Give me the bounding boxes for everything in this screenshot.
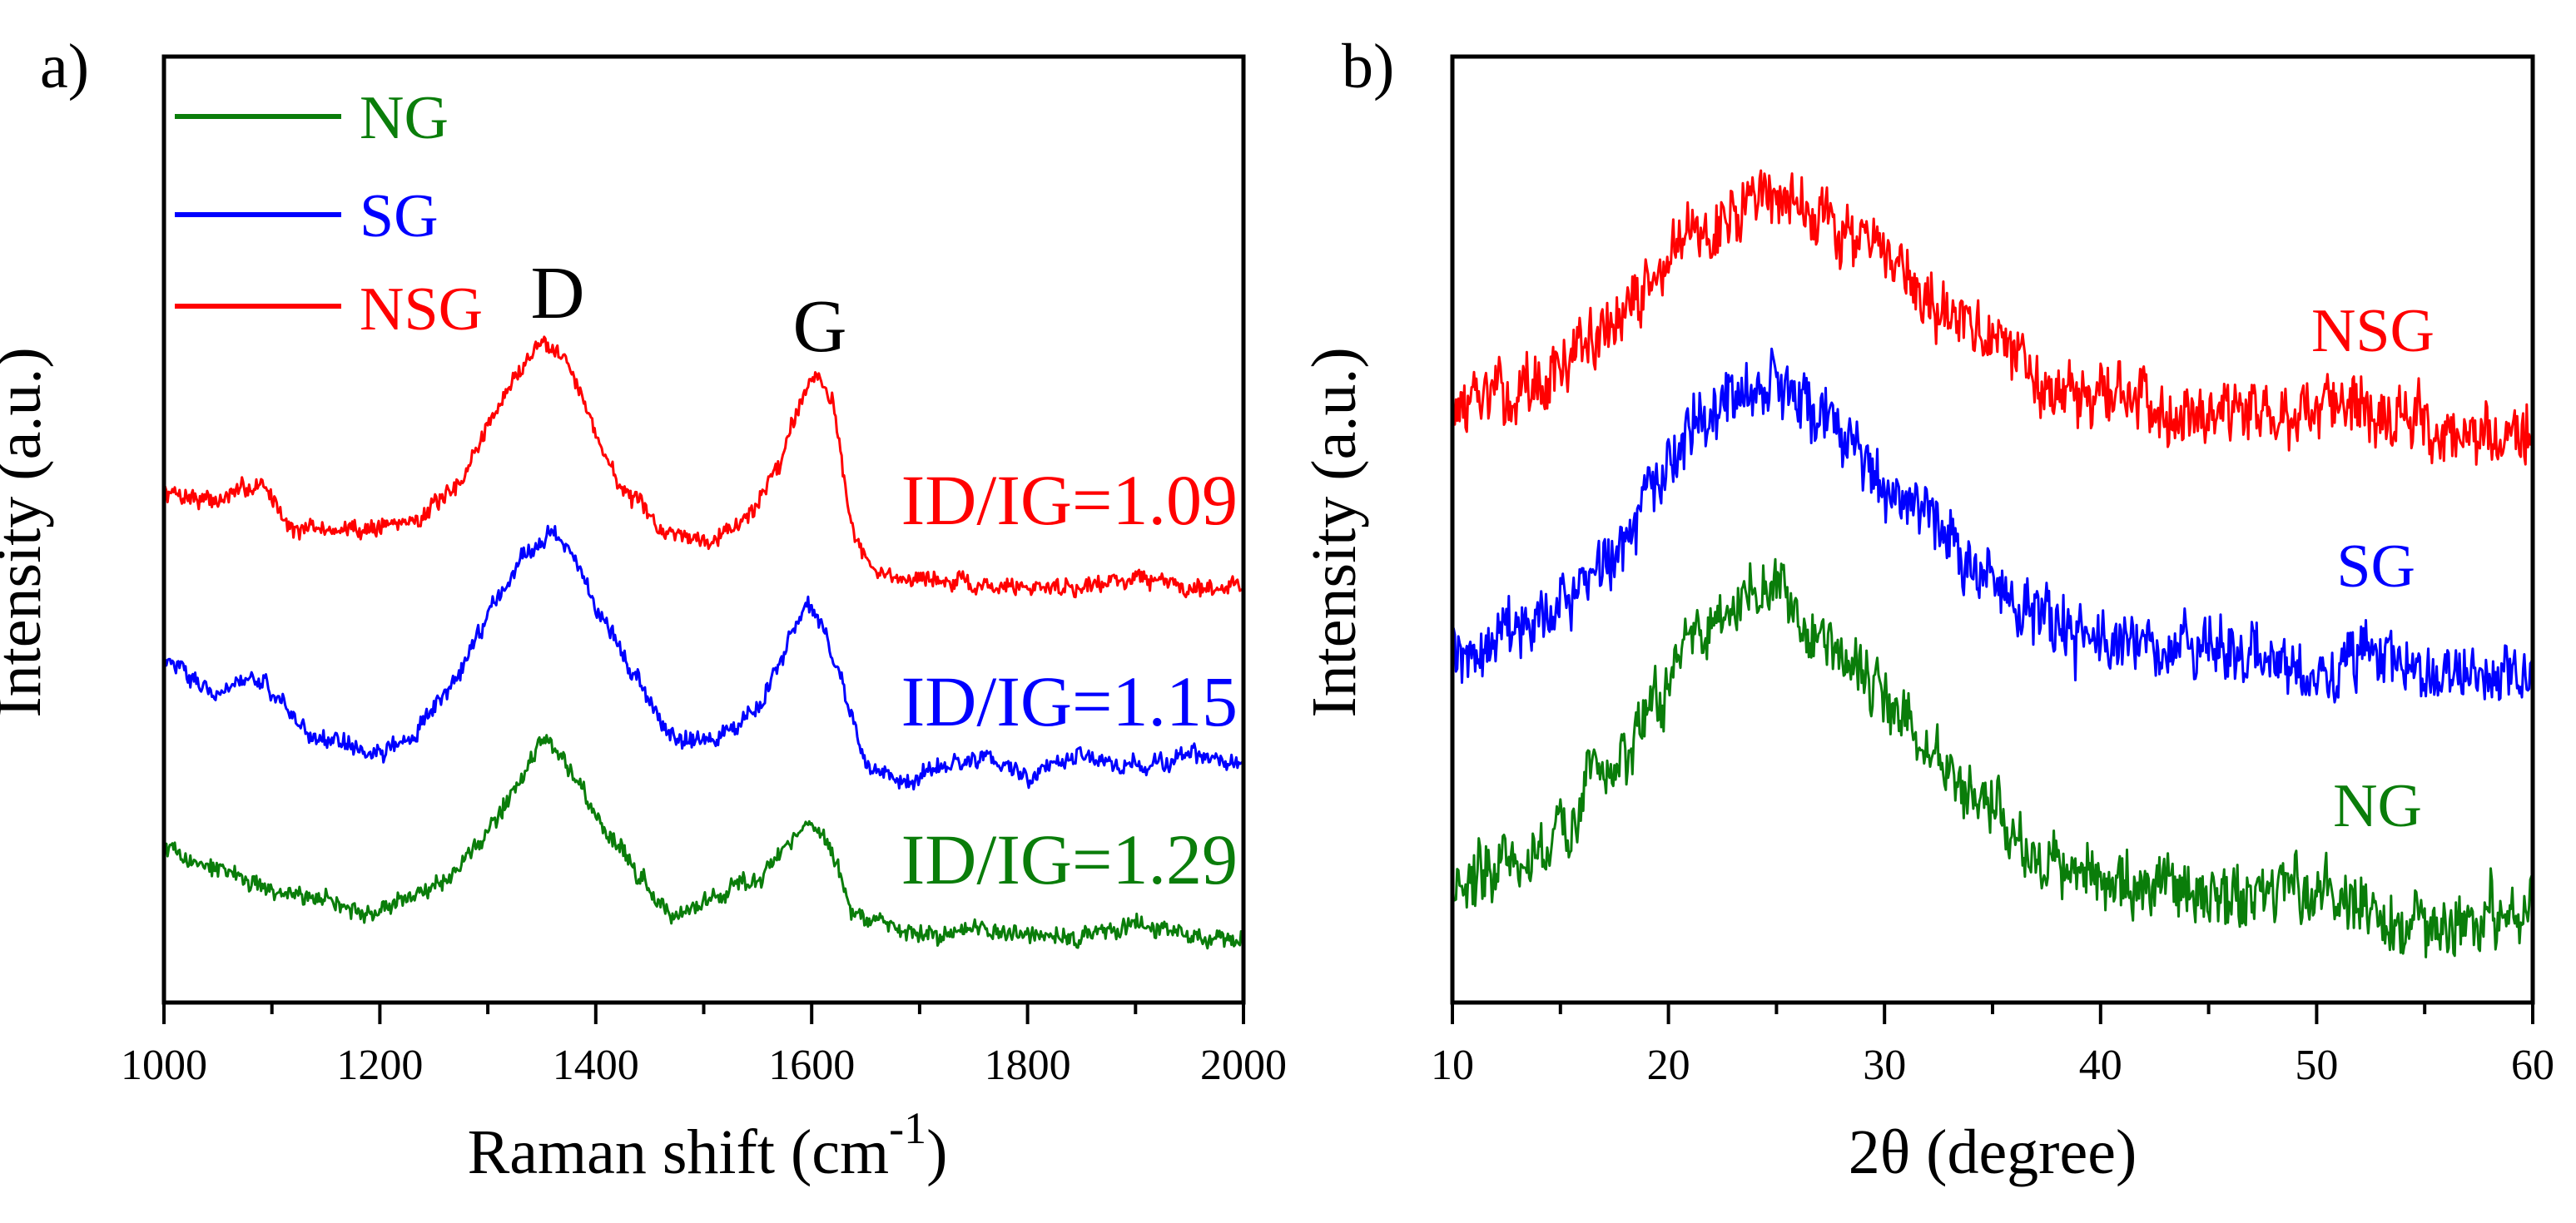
series-line-sg <box>1451 347 2534 704</box>
series-line-sg <box>162 524 1245 791</box>
ratio-label-nsg: ID/IG=1.09 <box>901 460 1238 540</box>
x-tick-label: 10 <box>1431 1042 1474 1089</box>
x-tick-label: 1800 <box>985 1042 1071 1089</box>
panel-a-curves <box>162 335 1245 950</box>
peak-label-d: D <box>531 252 585 334</box>
x-tick-label: 1400 <box>553 1042 639 1089</box>
ratio-label-sg: ID/IG=1.15 <box>901 661 1238 741</box>
panel-b-y-axis-title: Intensity (a.u.) <box>1299 347 1369 717</box>
series-line-ng <box>162 734 1245 950</box>
panel-a-y-axis-title: Intensity (a.u.) <box>0 347 54 717</box>
legend-label-ng: NG <box>360 84 449 152</box>
peak-label-g: G <box>793 285 847 368</box>
x-tick-label: 50 <box>2295 1042 2338 1089</box>
panel-a-label: a) <box>40 32 89 102</box>
x-tick-label: 1000 <box>121 1042 207 1089</box>
series-line-ng <box>1451 557 2534 958</box>
panel-a-x-ticks: 1000 1200 1400 1600 1800 2000 <box>121 1003 1287 1089</box>
panel-b: b) 10 20 30 40 50 60 Intensity (a.u.) 2θ (deg… <box>1299 32 2554 1187</box>
series-label-ng: NG <box>2333 772 2422 840</box>
x-tick-label: 1200 <box>336 1042 423 1089</box>
series-label-nsg: NSG <box>2311 297 2435 365</box>
x-tick-label: 2000 <box>1200 1042 1287 1089</box>
panel-b-x-axis-title: 2θ (degree) <box>1849 1117 2137 1187</box>
panel-a-legend: NG SG NSG <box>175 84 483 344</box>
x-tick-label: 30 <box>1863 1042 1906 1089</box>
series-line-nsg <box>162 335 1245 599</box>
legend-label-sg: SG <box>360 182 439 250</box>
panel-a: a) 1000 1200 1400 1600 1800 2000 Intensity (a… <box>0 32 1287 1187</box>
panel-a-x-axis-title: Raman shift (cm-1) <box>468 1103 948 1187</box>
x-tick-label: 60 <box>2511 1042 2554 1089</box>
x-tick-label: 40 <box>2079 1042 2122 1089</box>
series-line-nsg <box>1451 169 2534 466</box>
x-tick-label: 1600 <box>768 1042 855 1089</box>
panel-b-x-ticks: 10 20 30 40 50 60 <box>1431 1003 2554 1089</box>
panel-b-frame <box>1450 54 2535 1005</box>
ratio-label-ng: ID/IG=1.29 <box>901 819 1238 899</box>
series-label-sg: SG <box>2336 532 2415 601</box>
panel-b-curves <box>1451 169 2534 958</box>
legend-label-nsg: NSG <box>360 275 483 344</box>
x-tick-label: 20 <box>1647 1042 1690 1089</box>
panel-b-label: b) <box>1342 32 1394 102</box>
